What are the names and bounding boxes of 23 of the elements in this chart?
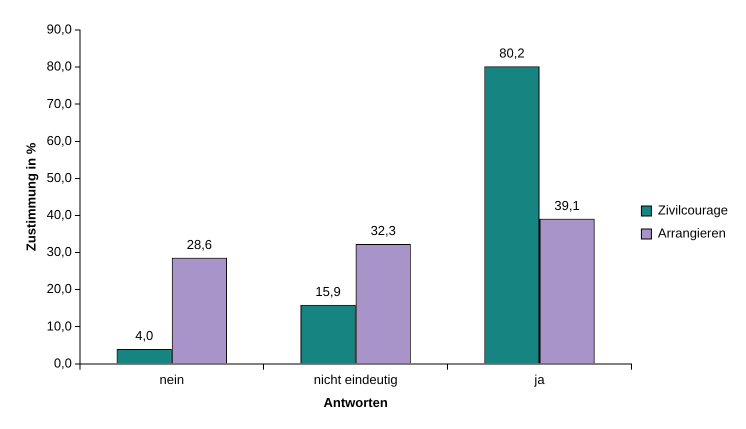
y-tick-label: 50,0 bbox=[46, 170, 72, 185]
y-tick-label: 90,0 bbox=[46, 22, 72, 37]
legend-label: Zivilcourage bbox=[658, 202, 728, 218]
x-tick-label: nein bbox=[160, 372, 184, 388]
y-tick-label: 70,0 bbox=[46, 96, 72, 111]
y-tick-label: 0,0 bbox=[54, 355, 72, 370]
y-tick-label: 60,0 bbox=[46, 132, 72, 148]
x-tick-label: ja bbox=[533, 372, 546, 388]
data-label: 80,2 bbox=[499, 45, 525, 60]
y-tick-label: 30,0 bbox=[46, 244, 72, 260]
data-label: 39,1 bbox=[554, 198, 580, 213]
y-tick-label: 10,0 bbox=[46, 318, 72, 334]
x-axis-title: Antworten bbox=[324, 394, 388, 410]
y-tick-label: 40,0 bbox=[46, 207, 72, 222]
y-tick-label: 20,0 bbox=[46, 281, 72, 296]
data-label: 32,3 bbox=[370, 223, 396, 238]
y-tick-label: 80,0 bbox=[46, 58, 72, 74]
y-axis-title: Zustimmung in % bbox=[23, 142, 38, 252]
x-tick-label: nicht eindeutig bbox=[314, 372, 398, 388]
data-label: 15,9 bbox=[315, 284, 341, 299]
data-label: 4,0 bbox=[135, 328, 154, 344]
data-label: 28,6 bbox=[186, 236, 212, 252]
legend-label: Arrangieren bbox=[658, 226, 726, 241]
